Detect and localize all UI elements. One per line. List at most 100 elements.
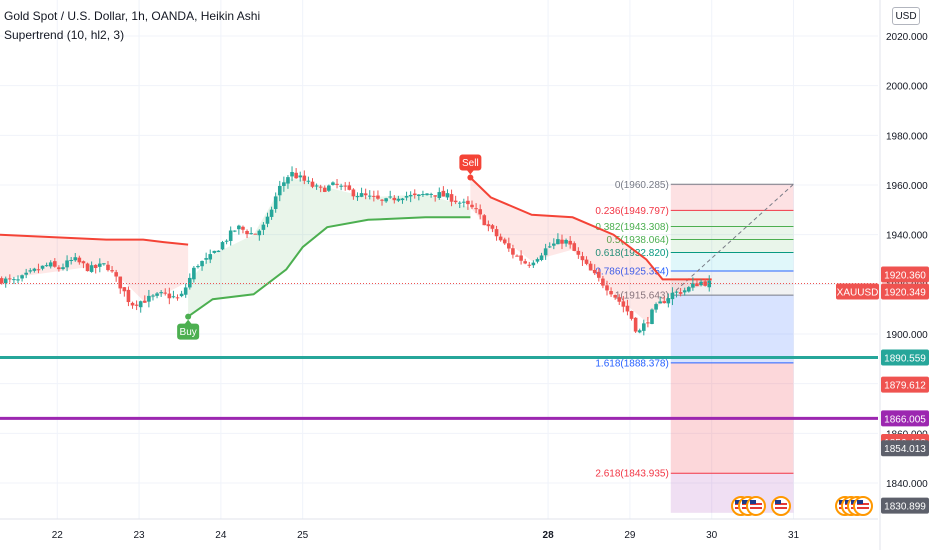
fib-zone [670,295,794,363]
candle-body [118,276,123,289]
signal-dot [185,313,192,320]
candle-body [666,298,671,304]
candle-body [122,287,127,292]
candle-body [617,297,622,302]
candle-body [282,182,286,186]
candle-body [560,239,564,244]
candle-body [253,233,258,235]
candle-body [453,200,458,203]
candle-body [650,309,654,324]
candle-body [462,201,466,203]
price-label: 1890.559 [881,349,929,366]
candle-body [44,265,49,267]
candle-body [196,266,200,268]
supertrend-fill-down [470,177,712,322]
candle-body [547,246,552,248]
fib-level-label: 0.5(1938.064) [607,235,669,246]
candle-body [433,195,437,197]
candle-body [98,263,102,267]
event-flag-icon [771,496,791,516]
candle-body [572,243,577,251]
candle-body [584,259,589,264]
candle-body [404,196,409,198]
candle-body [359,193,364,197]
currency-button[interactable]: USD [892,7,920,25]
candle-body [155,293,159,296]
candle-body [261,224,266,230]
candle-body [327,185,331,191]
candle-body [208,254,213,260]
candle-body [482,215,487,226]
candle-body [77,257,82,263]
candle-body [294,172,298,179]
candle-body [228,230,233,241]
price-label: 1854.013 [881,440,929,457]
candle-body [629,311,634,319]
candle-body [543,248,548,256]
candle-body [183,287,188,295]
price-label: 1830.899 [881,497,929,514]
candle-body [588,263,593,271]
candle-body [633,317,638,332]
candle-body [151,295,155,297]
candle-body [539,255,544,260]
candle-body [89,265,94,272]
candle-body [36,269,41,271]
x-tick-label: 29 [624,530,636,541]
candle-body [40,265,45,269]
candle-body [597,271,601,278]
candle-body [392,197,397,201]
candle-body [511,248,515,255]
candle-body [670,292,675,300]
candle-body [445,193,450,198]
indicator-label[interactable]: Supertrend (10, hl2, 3) [4,28,125,42]
candle-body [102,263,106,265]
signal-box [177,323,200,340]
chart-title: Gold Spot / U.S. Dollar, 1h, OANDA, Heik… [4,9,261,23]
supertrend-line-down [0,233,189,246]
candle-body [552,243,556,246]
candle-body [310,181,315,187]
svg-text:XAUUSD: XAUUSD [837,287,879,298]
candle-body [400,198,405,201]
svg-text:1830.899: 1830.899 [884,502,926,513]
candle-body [351,189,356,197]
candle-body [277,185,282,196]
candle-body [658,301,662,304]
candle-body [163,292,168,294]
fib-level-label: 0(1960.285) [615,180,669,191]
candle-body [81,261,86,264]
candle-body [241,226,245,230]
candle-body [335,183,339,185]
candle-body [331,182,335,185]
svg-text:1866.005: 1866.005 [884,414,926,425]
candle-body [28,270,33,272]
candle-body [306,180,311,182]
svg-text:1854.013: 1854.013 [884,444,926,455]
candle-body [674,291,679,293]
candle-body [527,264,532,266]
candle-body [159,292,163,294]
candle-body [502,239,507,244]
candle-body [625,305,630,312]
candle-body [613,295,617,298]
candle-body [73,257,78,261]
candle-body [678,292,683,294]
candle-body [232,230,237,232]
candle-body [93,264,98,269]
candle-body [286,177,290,184]
candle-body [498,236,503,241]
signal-label: Sell [462,158,479,169]
candle-body [490,225,495,229]
candle-body [376,195,380,199]
supertrend-line-down [469,176,712,281]
candle-body [130,302,135,306]
candle-body [147,295,151,302]
candle-body [61,267,65,270]
candle-body [69,259,73,261]
candle-body [167,293,172,299]
candle-body [85,263,90,272]
event-flag-icon [746,496,766,516]
x-tick-label: 23 [134,530,146,541]
